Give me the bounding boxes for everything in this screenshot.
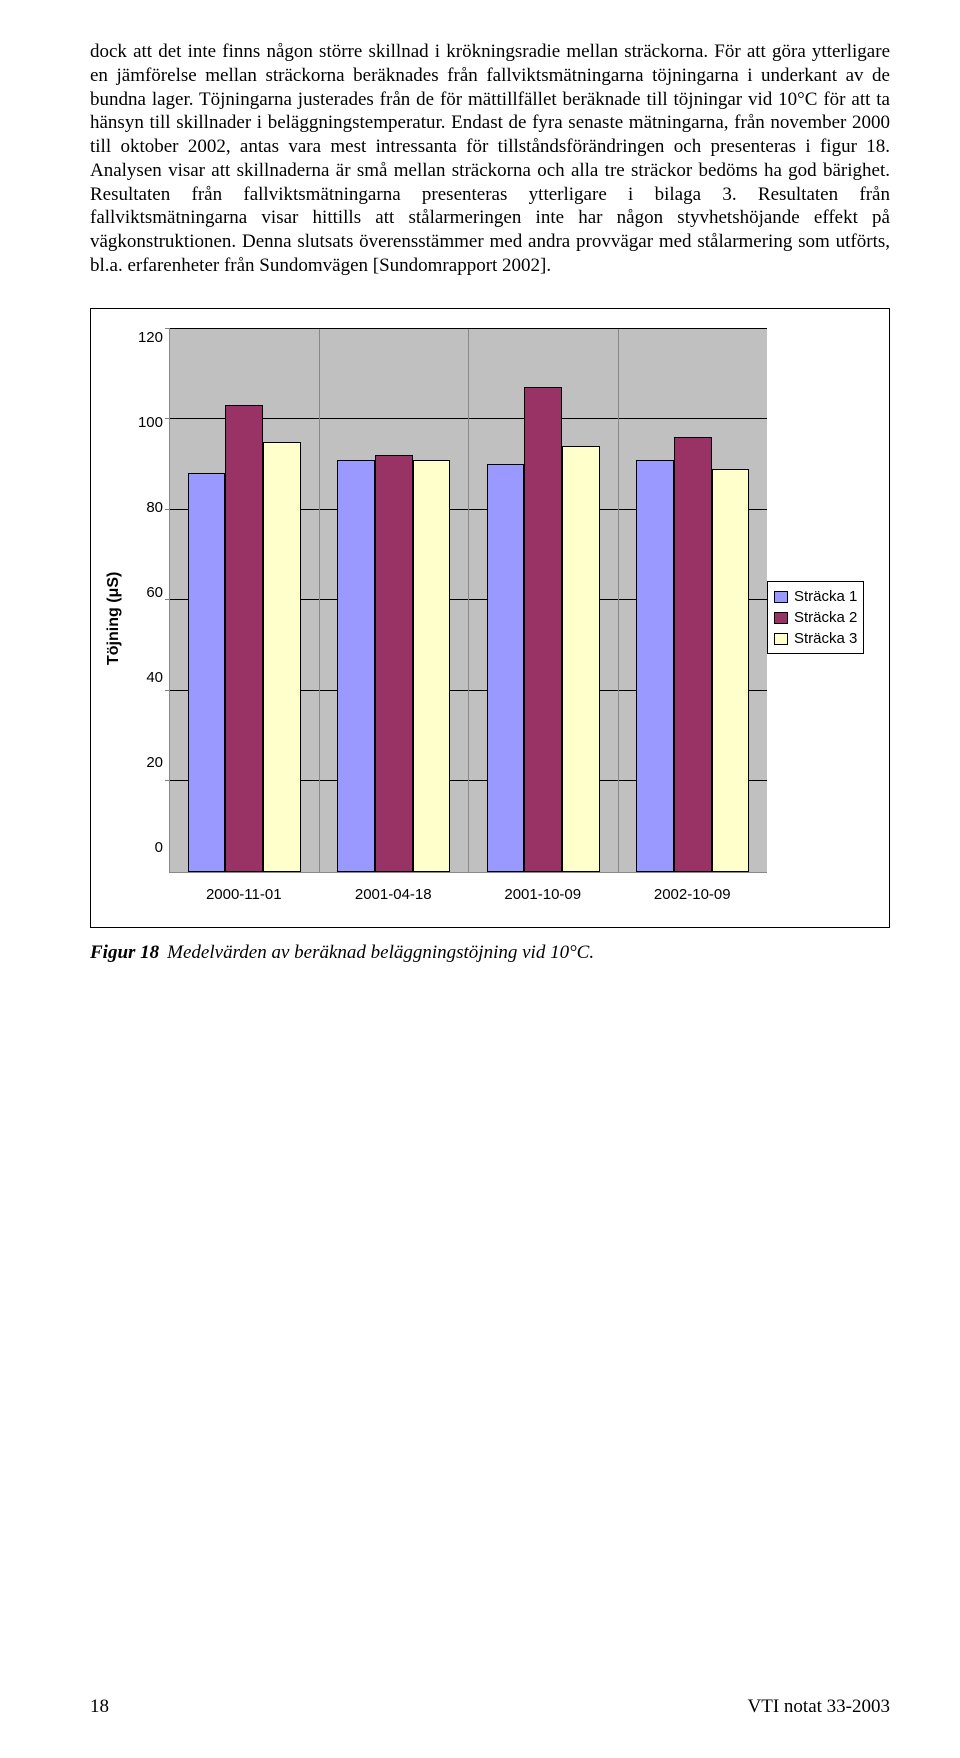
chart-bar [636,460,674,872]
chart-y-axis-label: Töjning (μS) [101,319,127,917]
chart-legend-label: Sträcka 2 [794,609,857,626]
chart-plot-area [169,329,767,873]
chart-bar [487,464,525,871]
chart-bar [413,460,451,872]
chart-bar [375,455,413,871]
page-number: 18 [90,1696,109,1718]
page-footer: 18 VTI notat 33-2003 [90,1696,890,1718]
chart-bar [225,405,263,871]
chart-y-axis: 120 100 80 60 40 20 0 [127,319,169,917]
chart-bar [263,442,301,872]
chart-x-tick: 2001-10-09 [468,886,618,903]
chart-y-tick: 100 [127,414,163,431]
document-id: VTI notat 33-2003 [748,1696,890,1718]
chart-legend-item: Sträcka 2 [774,607,857,628]
chart-bar [524,387,562,871]
chart-y-tick: 0 [127,839,163,856]
chart-bar [712,469,750,872]
chart-legend-item: Sträcka 3 [774,628,857,649]
chart-legend: Sträcka 1 Sträcka 2 Sträcka 3 [767,581,864,654]
chart-legend-swatch [774,633,788,645]
chart-legend-swatch [774,612,788,624]
chart-bar [674,437,712,871]
chart-y-tick: 120 [127,329,163,346]
chart-x-tick: 2001-04-18 [319,886,469,903]
chart-legend-label: Sträcka 3 [794,630,857,647]
body-paragraph: dock att det inte finns någon större ski… [90,40,890,278]
chart-x-tick: 2000-11-01 [169,886,319,903]
chart-bar [562,446,600,871]
chart-x-tick: 2002-10-09 [618,886,768,903]
chart-legend-item: Sträcka 1 [774,586,857,607]
chart-bar [188,473,226,871]
chart-y-tick: 40 [127,669,163,686]
chart-bar-group [320,329,470,872]
chart-bar-group [469,329,619,872]
figure-caption: Figur 18 Medelvärden av beräknad beläggni… [90,942,890,964]
chart-y-tick: 80 [127,499,163,516]
chart-bar [337,460,375,872]
chart-y-tick: 60 [127,584,163,601]
chart-bar-group [170,329,320,872]
chart-y-tick: 20 [127,754,163,771]
chart-container: Töjning (μS) 120 100 80 60 40 20 0 2000-… [90,308,890,928]
figure-caption-text: Medelvärden av beräknad beläggningstöjni… [167,942,594,963]
chart-legend-label: Sträcka 1 [794,588,857,605]
figure-caption-lead: Figur 18 [90,942,159,963]
chart-x-axis: 2000-11-012001-04-182001-10-092002-10-09 [169,873,767,917]
chart-bar-group [619,329,768,872]
chart-legend-swatch [774,591,788,603]
